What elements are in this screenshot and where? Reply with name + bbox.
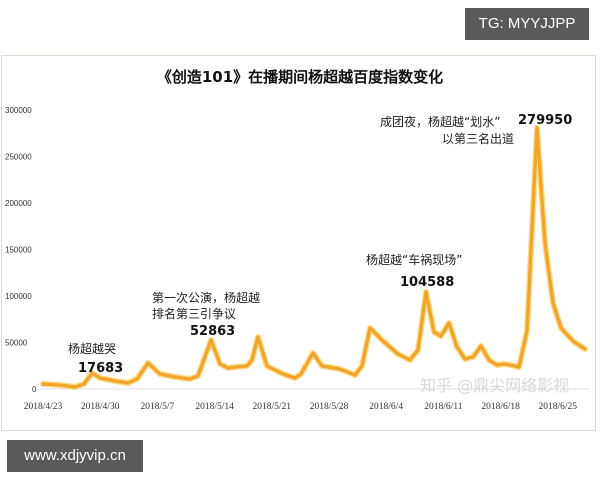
y-tick-label: 100000 — [5, 292, 32, 301]
annotation-performance-value: 52863 — [190, 324, 235, 339]
annotation-finale-label-2: 以第三名出道 — [442, 131, 514, 146]
x-tick-label: 2018/5/21 — [253, 402, 292, 412]
annotation-finale-value: 279950 — [518, 113, 572, 128]
y-axis-ticks: 300000 250000 200000 150000 100000 50000 0 — [5, 106, 37, 394]
chart-title: 《创造101》在播期间杨超越百度指数变化 — [157, 68, 443, 86]
annotation-performance-label-1: 第一次公演，杨超越 — [152, 290, 260, 305]
tg-badge: TG: MYYJJPP — [465, 8, 589, 40]
series-line — [41, 126, 587, 389]
y-tick-label: 300000 — [5, 106, 32, 115]
annotation-performance-label-2: 排名第三引争议 — [152, 306, 236, 321]
chart-frame — [1, 55, 596, 431]
y-tick-label: 150000 — [5, 246, 32, 255]
x-tick-label: 2018/6/25 — [539, 402, 578, 412]
x-axis-ticks: 2018/4/23 2018/4/30 2018/5/7 2018/5/14 2018/… — [24, 402, 578, 412]
url-badge: www.xdjyvip.cn — [7, 440, 143, 472]
y-tick-label: 50000 — [5, 339, 28, 348]
y-tick-label: 0 — [32, 385, 37, 394]
annotation-cry-label: 杨超越哭 — [68, 341, 116, 356]
x-tick-label: 2018/5/7 — [141, 402, 175, 412]
x-tick-label: 2018/5/28 — [310, 402, 349, 412]
x-tick-label: 2018/6/18 — [481, 402, 520, 412]
y-tick-label: 250000 — [5, 153, 32, 162]
x-tick-label: 2018/4/23 — [24, 402, 63, 412]
annotation-finale-label-1: 成团夜，杨超越“划水” — [380, 114, 500, 129]
x-tick-label: 2018/6/11 — [424, 402, 462, 412]
y-tick-label: 200000 — [5, 199, 32, 208]
annotation-accident-label: 杨超越“车祸现场” — [366, 252, 462, 267]
x-tick-label: 2018/6/4 — [369, 402, 403, 412]
watermark: 知乎 @鼎尖网络影视 — [420, 376, 569, 395]
series-line-glow — [40, 125, 588, 390]
annotation-accident-value: 104588 — [400, 275, 454, 290]
x-tick-label: 2018/4/30 — [81, 402, 120, 412]
annotation-cry-value: 17683 — [78, 361, 123, 376]
x-tick-label: 2018/5/14 — [195, 402, 234, 412]
